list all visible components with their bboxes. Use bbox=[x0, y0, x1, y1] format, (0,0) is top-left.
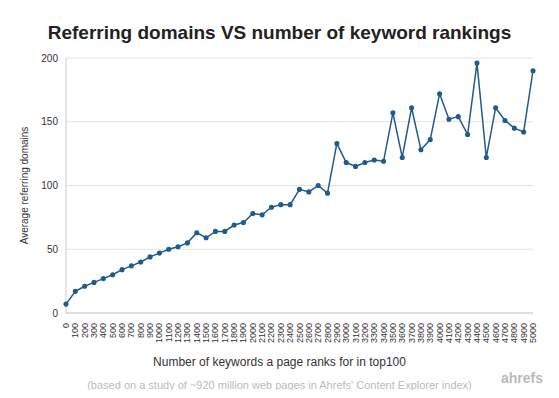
svg-text:4000: 4000 bbox=[434, 323, 445, 343]
svg-text:2000: 2000 bbox=[247, 323, 258, 343]
svg-text:2900: 2900 bbox=[331, 323, 342, 343]
svg-text:3600: 3600 bbox=[397, 323, 408, 343]
svg-text:4400: 4400 bbox=[472, 323, 482, 343]
svg-text:400: 400 bbox=[98, 323, 109, 338]
svg-text:1400: 1400 bbox=[191, 323, 202, 343]
svg-text:300: 300 bbox=[89, 323, 99, 338]
svg-text:1700: 1700 bbox=[219, 323, 230, 343]
html-text:ahrefs: ahrefs bbox=[501, 370, 543, 386]
svg-text:2200: 2200 bbox=[266, 323, 277, 343]
svg-text:1900: 1900 bbox=[238, 323, 249, 343]
svg-text:0: 0 bbox=[52, 308, 58, 319]
svg-text:0: 0 bbox=[61, 323, 71, 328]
svg-text:150: 150 bbox=[41, 116, 58, 127]
svg-text:2700: 2700 bbox=[313, 323, 324, 343]
svg-text:3100: 3100 bbox=[350, 323, 361, 343]
svg-text:3900: 3900 bbox=[425, 323, 436, 343]
svg-text:3500: 3500 bbox=[387, 323, 398, 343]
svg-text:1300: 1300 bbox=[182, 323, 193, 343]
html-text:(based on a study of ~920 mill: (based on a study of ~920 million web pa… bbox=[87, 379, 472, 391]
svg-text:3700: 3700 bbox=[406, 323, 417, 343]
svg-text:5000: 5000 bbox=[528, 323, 538, 343]
svg-text:1100: 1100 bbox=[163, 323, 174, 343]
svg-text:100: 100 bbox=[41, 180, 58, 191]
svg-text:1200: 1200 bbox=[173, 323, 184, 343]
svg-text:1500: 1500 bbox=[201, 323, 212, 343]
svg-text:3200: 3200 bbox=[359, 323, 370, 343]
svg-text:50: 50 bbox=[47, 244, 59, 255]
svg-text:2600: 2600 bbox=[303, 323, 314, 343]
svg-text:4600: 4600 bbox=[490, 323, 501, 343]
html-text:Referring domains VS number of: Referring domains VS number of keyword r… bbox=[47, 22, 512, 43]
svg-text:4100: 4100 bbox=[443, 323, 454, 343]
svg-text:1800: 1800 bbox=[229, 323, 240, 343]
svg-text:700: 700 bbox=[126, 323, 137, 338]
svg-text:3800: 3800 bbox=[415, 323, 426, 343]
svg-text:100: 100 bbox=[70, 323, 81, 338]
svg-text:200: 200 bbox=[79, 323, 90, 338]
svg-text:4700: 4700 bbox=[500, 323, 510, 343]
html-text:Number of keywords a page rank: Number of keywords a page ranks for in t… bbox=[153, 355, 406, 369]
svg-text:1600: 1600 bbox=[210, 323, 221, 343]
svg-text:900: 900 bbox=[145, 323, 156, 338]
svg-text:2100: 2100 bbox=[257, 323, 268, 343]
svg-text:4800: 4800 bbox=[509, 323, 520, 343]
svg-text:4200: 4200 bbox=[453, 323, 464, 343]
svg-text:3000: 3000 bbox=[341, 323, 352, 343]
svg-text:2400: 2400 bbox=[285, 323, 296, 343]
svg-text:3300: 3300 bbox=[369, 323, 380, 343]
svg-text:2500: 2500 bbox=[294, 323, 305, 343]
svg-text:4500: 4500 bbox=[481, 323, 492, 343]
svg-text:2800: 2800 bbox=[322, 323, 333, 343]
svg-text:Average referring domains: Average referring domains bbox=[19, 127, 30, 245]
svg-text:1000: 1000 bbox=[154, 323, 165, 343]
svg-text:200: 200 bbox=[41, 53, 58, 64]
svg-text:800: 800 bbox=[135, 323, 146, 338]
svg-text:3400: 3400 bbox=[378, 323, 389, 343]
svg-text:4900: 4900 bbox=[518, 323, 529, 343]
svg-text:4300: 4300 bbox=[462, 323, 473, 343]
svg-text:500: 500 bbox=[107, 323, 118, 338]
svg-text:600: 600 bbox=[117, 323, 127, 338]
svg-text:2300: 2300 bbox=[275, 323, 286, 343]
